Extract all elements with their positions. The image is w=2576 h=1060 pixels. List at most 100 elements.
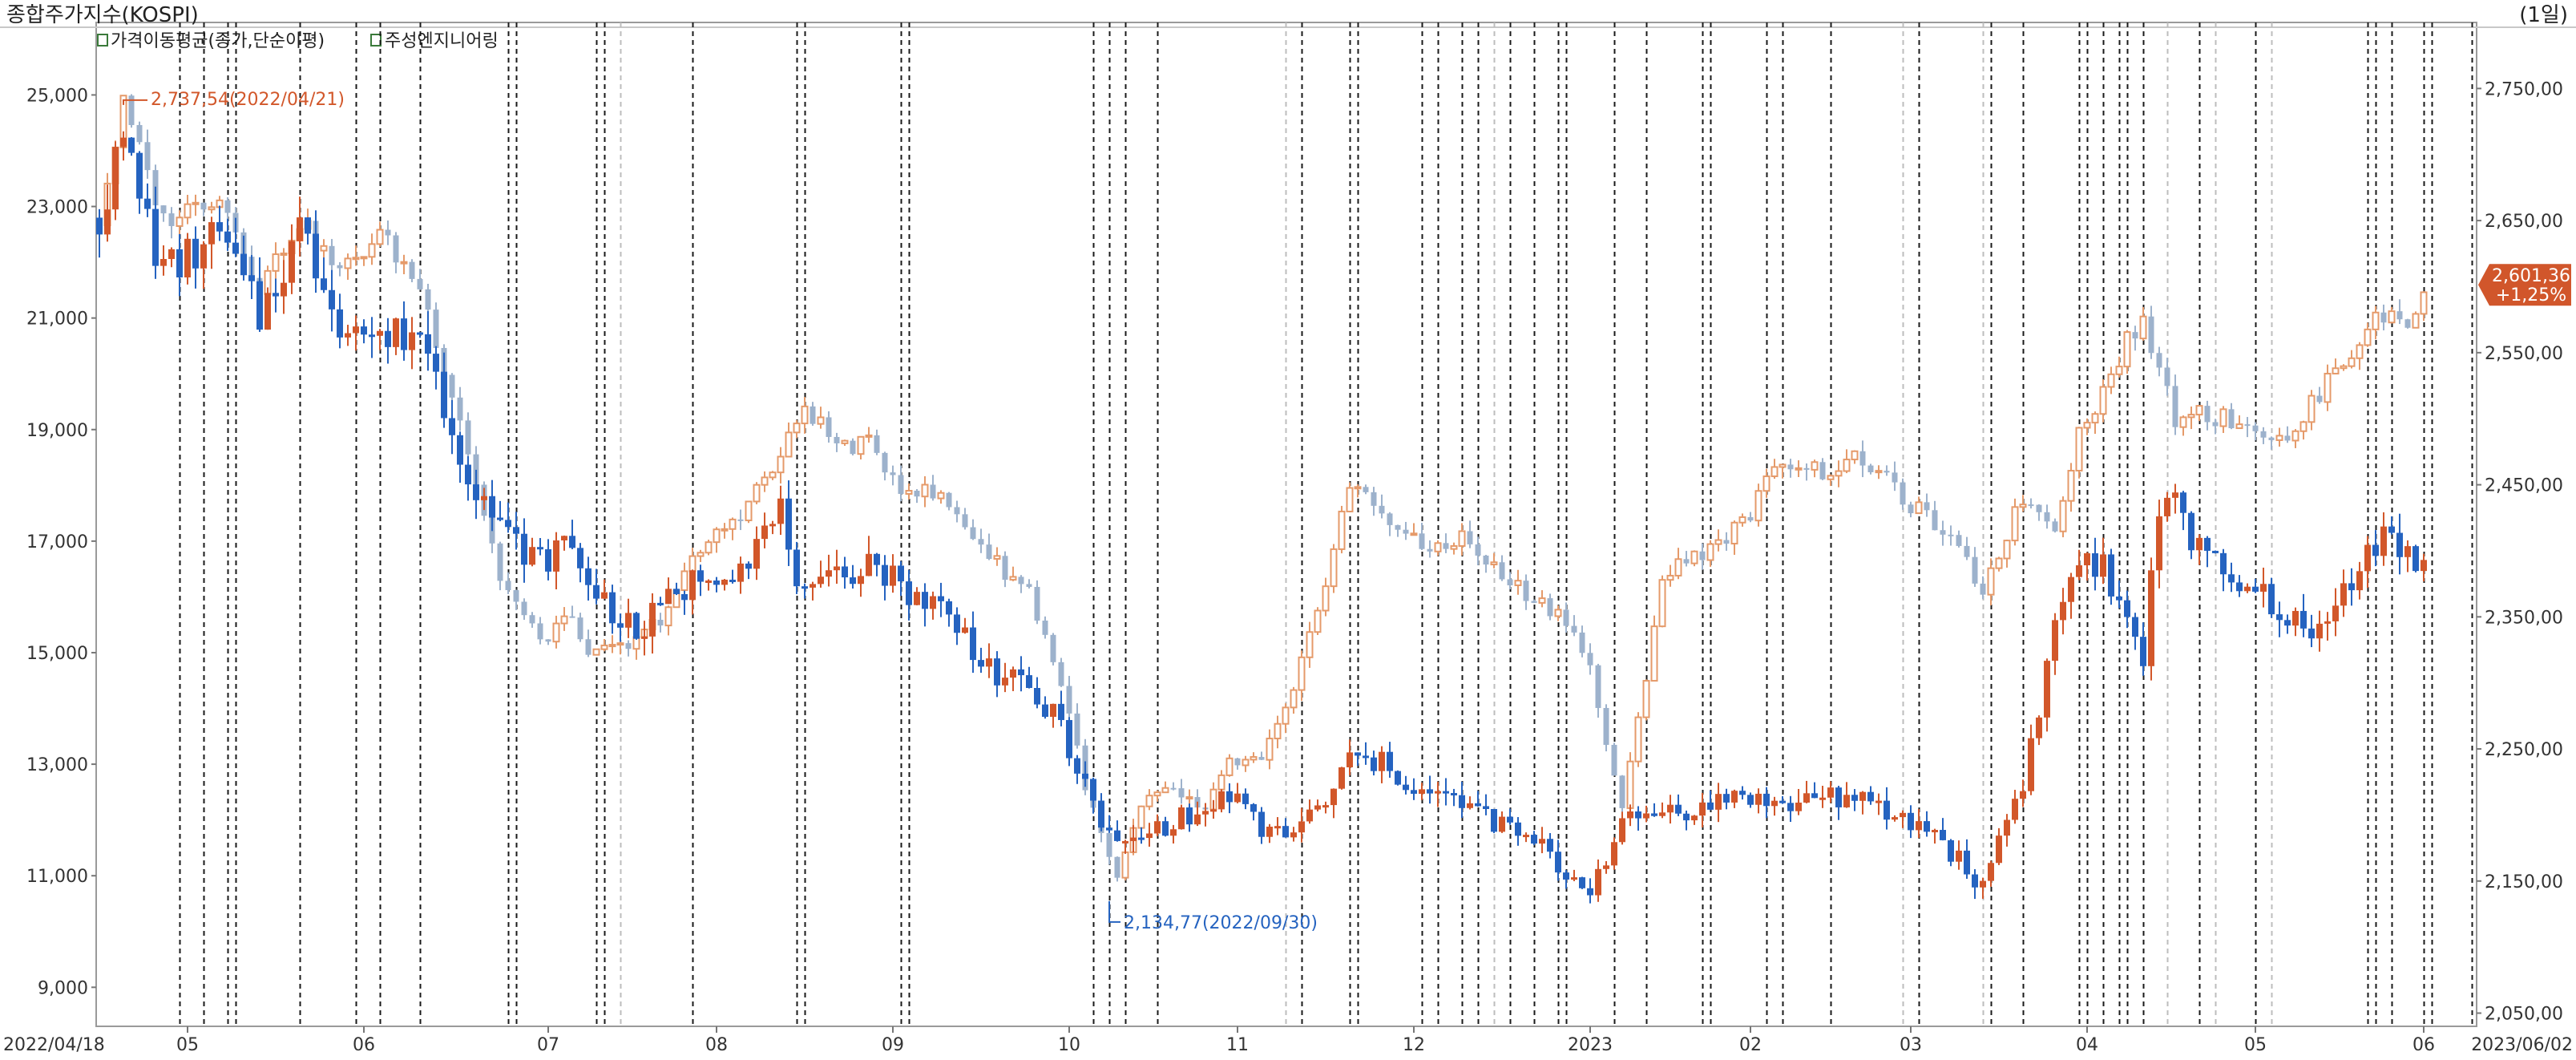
stock-candle-body [2412, 546, 2419, 572]
stock-candle-body [1106, 827, 1112, 831]
kospi-candle-body [1980, 583, 1986, 595]
stock-candle-body [152, 208, 159, 266]
stock-candle-body [2124, 600, 2130, 617]
kospi-candle-body [1274, 722, 1282, 740]
kospi-candle-body [208, 206, 216, 211]
stock-candle-body [753, 539, 760, 569]
stock-candle-body [2164, 497, 2170, 516]
stock-candle-body [2356, 571, 2363, 591]
kospi-candle-body [993, 555, 1001, 560]
kospi-candle-body [721, 528, 729, 532]
stock-candle-body [361, 326, 367, 335]
kospi-candle-body [184, 203, 192, 219]
stock-candle-body [1298, 821, 1305, 833]
kospi-candle-body [1747, 516, 1754, 521]
kospi-candle-body [2123, 331, 2131, 368]
kospi-candle-body [1514, 580, 1522, 586]
stock-candle-body [745, 563, 752, 569]
kospi-candle-body [1242, 759, 1250, 767]
kospi-candle-body [560, 615, 568, 625]
stock-candle-body [818, 577, 824, 585]
kospi-candle-body [1026, 584, 1032, 587]
kospi-candle-body [465, 420, 471, 455]
stock-candle-body [2148, 570, 2154, 666]
kospi-candle-body [2284, 435, 2291, 441]
kospi-candle-body [2139, 315, 2147, 340]
stock-candle-body [2372, 544, 2379, 556]
stock-candle-body [248, 275, 255, 281]
kospi-candle-body [810, 406, 816, 424]
kospi-candle-body [585, 639, 592, 655]
kospi-candle-body [1106, 832, 1112, 857]
kospi-candle-body [2067, 470, 2075, 502]
stock-candle-body [914, 592, 920, 605]
kospi-candle-body [200, 202, 207, 210]
stock-candle-body [393, 318, 399, 347]
stock-candle-body [1194, 814, 1201, 825]
kospi-candle-body [2291, 430, 2299, 442]
kospi-candle-body [2388, 310, 2396, 324]
stock-candle-body [2180, 492, 2186, 513]
kospi-candle-body [473, 454, 479, 485]
kospi-candle-body [874, 435, 880, 453]
kospi-candle-body [2107, 373, 2115, 388]
stock-candle-body [986, 658, 992, 667]
kospi-candle-body [1859, 451, 1866, 466]
kospi-candle-body [545, 639, 551, 642]
kospi-candle-body [793, 423, 801, 434]
kospi-candle-body [368, 243, 376, 258]
high-annotation-arrow [123, 99, 147, 105]
kospi-candle-body [1523, 581, 1529, 601]
kospi-candle-body [1121, 851, 1129, 879]
stock-candle-body [1146, 833, 1153, 839]
kospi-candle-body [1282, 706, 1290, 725]
kospi-candle-body [1290, 689, 1298, 709]
kospi-candle-body [1915, 501, 1923, 515]
kospi-candle-body [1714, 539, 1722, 545]
stock-candle-body [2132, 617, 2138, 637]
stock-candle-body [1443, 791, 1449, 794]
kospi-candle-body [1330, 548, 1338, 588]
stock-candle-body [2020, 791, 2026, 799]
kospi-candle-body [729, 518, 737, 530]
stock-candle-body [978, 660, 984, 667]
kospi-candle-body [1803, 467, 1810, 470]
left-axis-tick-label: 13,000 [26, 755, 88, 775]
chart-title: 종합주가지수(KOSPI) [6, 3, 199, 27]
stock-candle-body [337, 309, 343, 338]
kospi-candle-body [2219, 408, 2227, 427]
stock-candle-body [689, 570, 696, 601]
kospi-candle-body [1626, 760, 1634, 809]
stock-candle-body [1940, 830, 1946, 840]
stock-candle-body [1266, 827, 1273, 837]
kospi-candle-body [2179, 416, 2187, 428]
kospi-candle-body [1363, 487, 1369, 492]
stock-candle-body [264, 293, 271, 330]
stock-candle-body [882, 564, 888, 586]
stock-candle-body [898, 565, 904, 582]
kospi-candle-body [1185, 796, 1193, 800]
kospi-candle-body [1843, 459, 1851, 472]
stock-candle-body [801, 586, 808, 589]
kospi-candle-body [1674, 558, 1682, 577]
kospi-candle-body [1706, 543, 1714, 561]
kospi-candle-body [1875, 470, 1883, 474]
stock-candle-body [1563, 872, 1569, 880]
kospi-candle-body [2307, 394, 2316, 423]
kospi-candle-body [1153, 791, 1161, 797]
kospi-candle-body [1258, 757, 1265, 760]
stock-candle-body [513, 527, 519, 534]
stock-candle-body [409, 332, 415, 350]
kospi-candle-body [1314, 609, 1322, 633]
kospi-candle-body [280, 253, 288, 257]
stock-candle-body [1130, 837, 1137, 841]
kospi-candle-body [2316, 395, 2323, 403]
stock-candle-body [721, 579, 728, 585]
kospi-candle-body [954, 507, 960, 515]
stock-candle-body [473, 484, 479, 500]
left-axis-tick-label: 15,000 [26, 644, 88, 664]
kospi-candle-body [1827, 475, 1835, 480]
kospi-candle-body [826, 417, 832, 437]
stock-candle-body [858, 576, 864, 585]
